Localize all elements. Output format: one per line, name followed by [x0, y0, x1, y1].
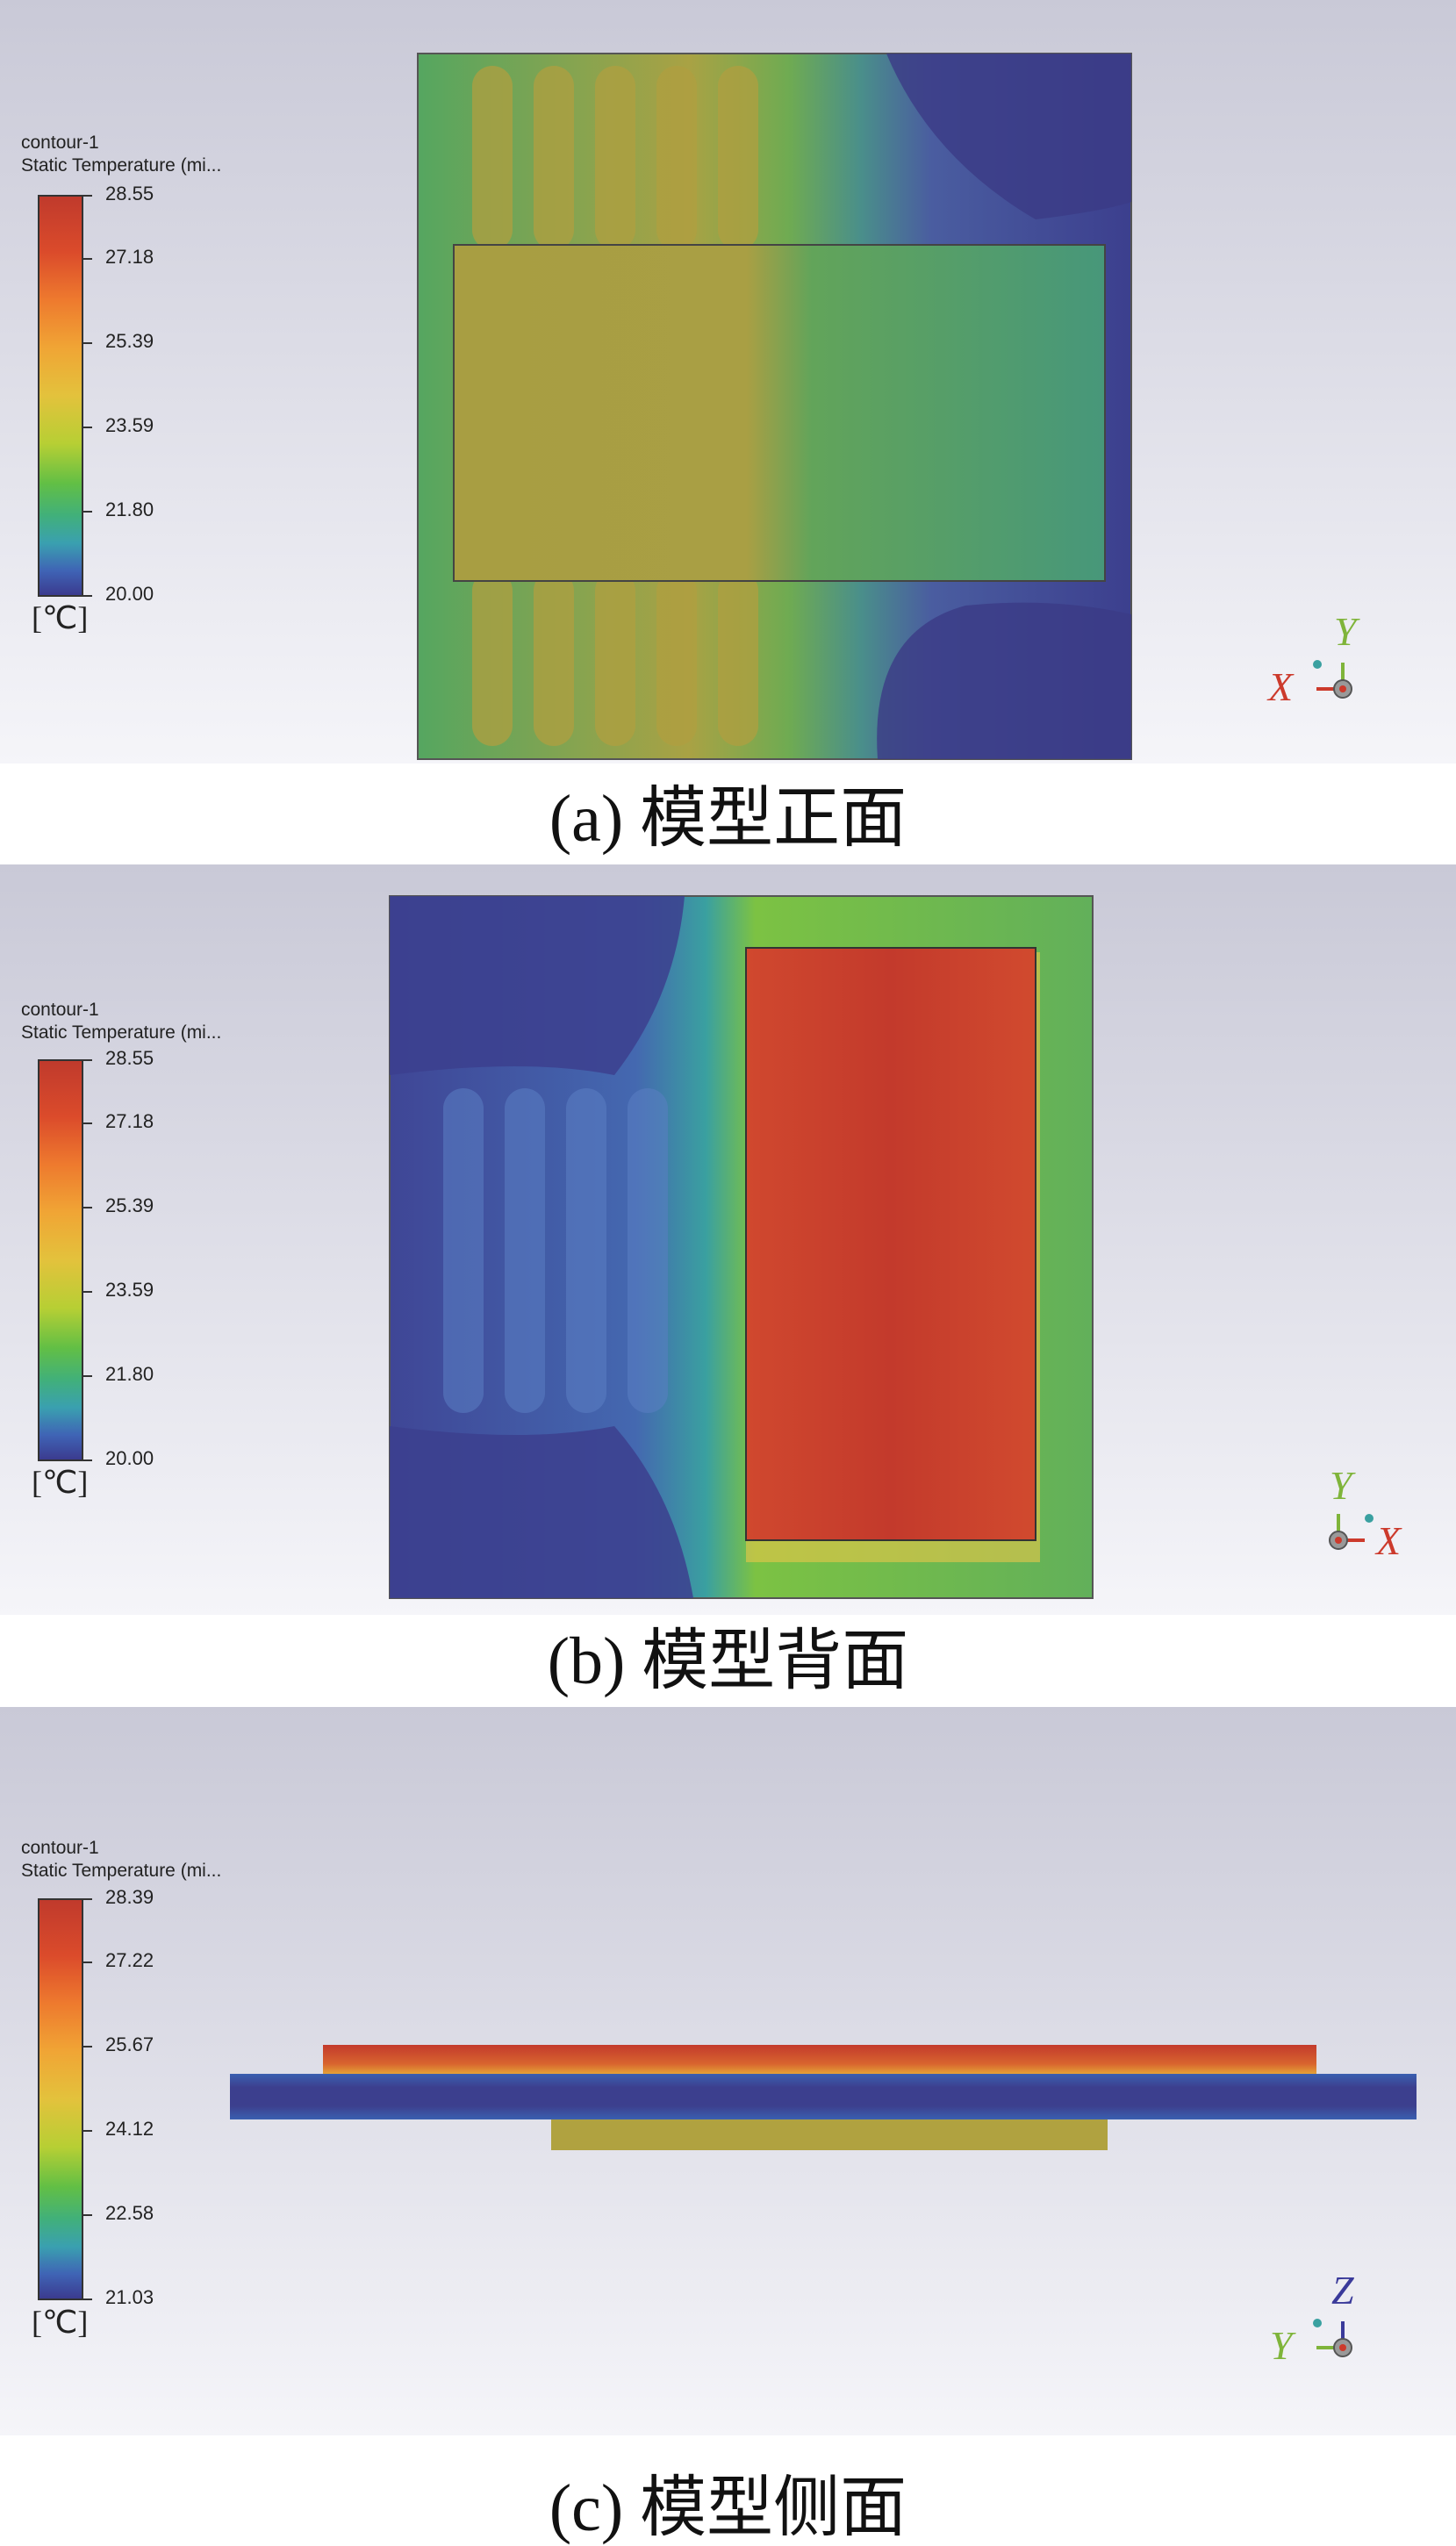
colorbar-tick: [83, 2130, 92, 2132]
caption-front: (a) 模型正面: [549, 782, 907, 856]
colorbar-tick-label: 24.12: [105, 2118, 154, 2140]
colorbar-tick-label: 25.39: [105, 330, 154, 352]
axis-label-horizontal: Y: [1270, 2323, 1293, 2368]
legend-contour-name: contour-1: [21, 1838, 99, 1858]
colorbar-tick: [83, 258, 92, 260]
colorbar-tick: [83, 1122, 92, 1124]
axis-triad-side: [1313, 2319, 1352, 2357]
axis-triad-back: [1329, 1514, 1374, 1550]
colorbar-tick: [83, 195, 92, 197]
legend-contour-name: contour-1: [21, 1000, 99, 1020]
caption-side: (c) 模型侧面: [549, 2471, 907, 2545]
colorbar-tick-label: 23.59: [105, 414, 154, 436]
contour-model-side: [230, 2045, 1417, 2150]
colorbar-tick: [83, 1291, 92, 1293]
colorbar-tick-label: 21.80: [105, 498, 154, 520]
panel-back: contour-1 Static Temperature (mi... 28.5…: [0, 864, 1456, 1707]
axis-label-vertical: Z: [1331, 2268, 1354, 2313]
colorbar-tick: [83, 2214, 92, 2216]
colorbar-tick-label: 28.55: [105, 1047, 154, 1069]
colorbar-tick-label: 23.59: [105, 1279, 154, 1301]
colorbar-tick-label: 20.00: [105, 1447, 154, 1469]
colorbar-tick: [83, 1961, 92, 1963]
colorbar-tick: [83, 427, 92, 428]
legend-title-back: contour-1 Static Temperature (mi...: [21, 999, 221, 1044]
colorbar-tick-label: 27.18: [105, 246, 154, 268]
colorbar-tick-label: 27.18: [105, 1110, 154, 1132]
colorbar-tick-label: 21.80: [105, 1363, 154, 1385]
colorbar-tick-label: 28.39: [105, 1886, 154, 1908]
colorbar-unit: [℃]: [32, 600, 89, 635]
axis-label-vertical: Y: [1330, 1463, 1352, 1508]
colorbar-tick-label: 28.55: [105, 183, 154, 204]
panel-front: contour-1 Static Temperature (mi... 28.5…: [0, 0, 1456, 864]
legend-title-front: contour-1 Static Temperature (mi...: [21, 132, 221, 177]
colorbar-unit: [℃]: [32, 1465, 89, 1500]
colorbar-unit: [℃]: [32, 2305, 89, 2340]
colorbar-tick: [83, 1059, 92, 1061]
panel-side: contour-1 Static Temperature (mi... 28.3…: [0, 1707, 1456, 2546]
axis-label-horizontal: X: [1376, 1518, 1402, 1563]
colorbar-tick-label: 27.22: [105, 1949, 154, 1971]
legend-variable-name: Static Temperature (mi...: [21, 1861, 222, 1881]
colorbar-tick-label: 20.00: [105, 583, 154, 605]
legend-variable-name: Static Temperature (mi...: [21, 1022, 222, 1043]
axis-triad-front: [1313, 660, 1352, 699]
colorbar-tick: [83, 1898, 92, 1900]
legend-variable-name: Static Temperature (mi...: [21, 155, 222, 176]
colorbar-tick: [83, 1375, 92, 1377]
legend-contour-name: contour-1: [21, 133, 99, 153]
colorbar-tick-label: 22.58: [105, 2202, 154, 2224]
colorbar-tick-label: 21.03: [105, 2286, 154, 2308]
colorbar-tick: [83, 2299, 92, 2300]
contour-model-back: [389, 895, 1094, 1599]
axis-label-horizontal: X: [1268, 664, 1294, 709]
colorbar-tick: [83, 595, 92, 597]
colorbar-tick: [83, 1459, 92, 1461]
colorbar-tick: [83, 342, 92, 344]
contour-model-front: [417, 53, 1132, 760]
colorbar-side: [38, 1898, 83, 2300]
axis-label-vertical: Y: [1334, 609, 1357, 654]
caption-back: (b) 模型背面: [547, 1624, 909, 1698]
legend-title-side: contour-1 Static Temperature (mi...: [21, 1837, 221, 1883]
colorbar-tick: [83, 1207, 92, 1208]
colorbar-tick: [83, 511, 92, 513]
colorbar-tick-label: 25.39: [105, 1194, 154, 1216]
colorbar-tick-label: 25.67: [105, 2033, 154, 2055]
colorbar-tick: [83, 2046, 92, 2048]
colorbar-front: [38, 195, 83, 597]
colorbar-back: [38, 1059, 83, 1461]
